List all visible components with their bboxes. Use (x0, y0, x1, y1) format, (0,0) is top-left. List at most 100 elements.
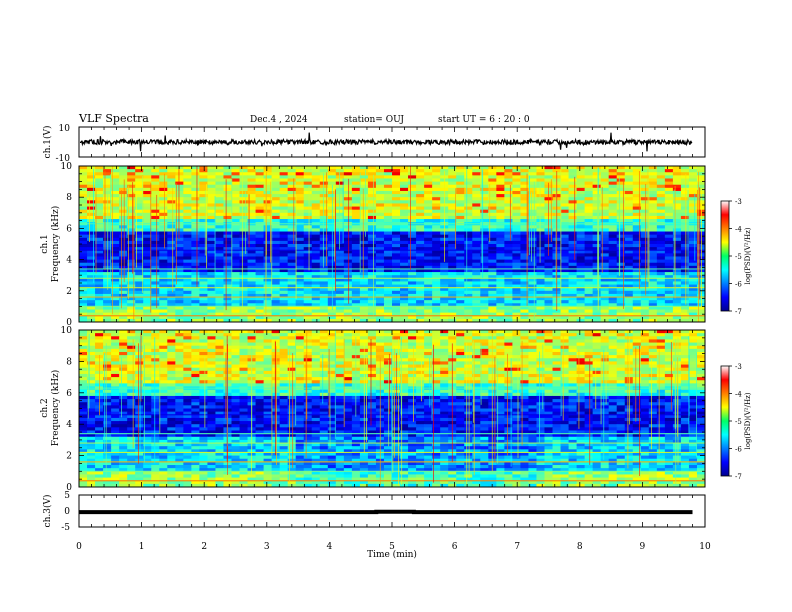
spectrogram-cell (191, 358, 200, 362)
spectrogram-cell (424, 342, 433, 347)
spectrogram-cell (456, 284, 465, 289)
spectrogram-cell (311, 333, 321, 337)
spectrogram-cell (271, 203, 281, 208)
spectrogram-cell (383, 306, 393, 311)
spectrogram-cell (247, 237, 257, 242)
spectrogram-cell (295, 169, 305, 173)
spectrogram-cell (255, 209, 265, 214)
spectrogram-cell (247, 306, 257, 311)
spectrogram-cell (648, 206, 658, 211)
spectrogram-cell (632, 190, 642, 195)
spectrogram-cell (367, 284, 377, 289)
spectrogram-cell (135, 190, 144, 195)
spectrogram-cell (480, 348, 489, 353)
spectrogram-cell (584, 234, 594, 239)
spectrogram-cell (528, 259, 537, 264)
spectrogram-cell (488, 215, 497, 220)
spectrogram-cell (247, 166, 257, 170)
spectrogram-cell (448, 187, 457, 192)
spectrogram-cell (672, 262, 682, 267)
spectrogram-cell (247, 268, 257, 273)
spectrogram-cell (367, 306, 377, 311)
spectrogram-cell (648, 268, 658, 273)
spectrogram-cell (151, 330, 160, 334)
spectrogram-cell (303, 259, 313, 264)
spectrogram-cell (616, 231, 626, 236)
spectrogram-cell (640, 166, 650, 170)
spectrogram-cell (95, 240, 104, 245)
spectrogram-cell (432, 342, 441, 347)
spectrogram-cell (624, 293, 634, 298)
spectrogram-cell (560, 184, 570, 189)
spectrogram-cell (191, 187, 200, 192)
spectrogram-cell (696, 166, 706, 170)
spectrogram-cell (624, 355, 634, 359)
spectrogram-cell (496, 209, 505, 214)
spectrogram-cell (239, 250, 249, 254)
spectrogram-cell (103, 297, 112, 301)
spectrogram-cell (295, 190, 305, 195)
spectrogram-cell (303, 247, 313, 251)
spectrogram-cell (392, 206, 401, 211)
spectrogram-cell (191, 342, 200, 347)
spectrogram-cell (143, 234, 152, 239)
spectrogram-cell (359, 259, 369, 264)
spectrogram-cell (472, 262, 481, 267)
spectrogram-cell (167, 318, 176, 323)
spectrogram-cell (111, 309, 120, 314)
spectrogram-cell (448, 272, 457, 276)
spectrogram-cell (143, 318, 152, 323)
spectrogram-cell (688, 315, 698, 320)
spectrogram-cell (464, 225, 473, 229)
spectrogram-cell (159, 234, 168, 239)
spectrogram-cell (504, 342, 513, 347)
spectrogram-cell (263, 166, 273, 170)
spectrogram-cell (375, 336, 385, 340)
spectrogram-cell (552, 169, 562, 173)
spectrogram-cell (504, 312, 513, 317)
spectrogram-cell (616, 297, 626, 301)
spectrogram-cell (191, 184, 200, 189)
spectrogram-cell (287, 333, 297, 337)
spectrogram-cell (319, 290, 329, 295)
spectrogram-cell (496, 287, 505, 292)
spectrogram-cell (199, 209, 208, 214)
spectrogram-cell (432, 212, 441, 217)
spectrogram-cell (351, 225, 361, 229)
spectrogram-cell (464, 219, 473, 223)
spectrogram-cell (199, 275, 208, 279)
spectrogram-cell (416, 306, 425, 311)
spectrogram-cell (319, 339, 329, 344)
spectrogram-cell (255, 178, 265, 183)
spectrogram-cell (199, 256, 208, 261)
spectrogram-cell (616, 336, 626, 340)
spectrogram-cell (271, 315, 281, 320)
spectrogram-cell (552, 330, 562, 334)
spectrogram-cell (359, 194, 369, 198)
spectrogram-cell (584, 348, 594, 353)
spectrogram-cell (680, 166, 690, 170)
spectrogram-cell (408, 281, 417, 286)
spectrogram-cell (456, 194, 465, 198)
spectrogram-cell (175, 259, 184, 264)
spectrogram-cell (632, 203, 642, 208)
spectrogram-cell (512, 219, 521, 223)
spectrogram-cell (496, 172, 505, 176)
spectrogram-cell (496, 194, 505, 198)
spectrogram-cell (247, 197, 257, 201)
spectrogram-cell (416, 342, 425, 347)
spectrogram-cell (303, 309, 313, 314)
spectrogram-cell (159, 330, 168, 334)
spectrogram-cell (287, 342, 297, 347)
spectrogram-cell (215, 209, 224, 214)
spectrogram-cell (215, 336, 224, 340)
spectrogram-cell (87, 297, 96, 301)
spectrogram-cell (111, 345, 120, 350)
spectrogram-cell (448, 259, 457, 264)
spectrogram-cell (600, 303, 610, 307)
spectrogram-cell (207, 215, 216, 220)
spectrogram-cell (367, 197, 377, 201)
spectrogram-cell (560, 293, 570, 298)
spectrogram-cell (480, 215, 489, 220)
spectrogram-cell (640, 181, 650, 186)
